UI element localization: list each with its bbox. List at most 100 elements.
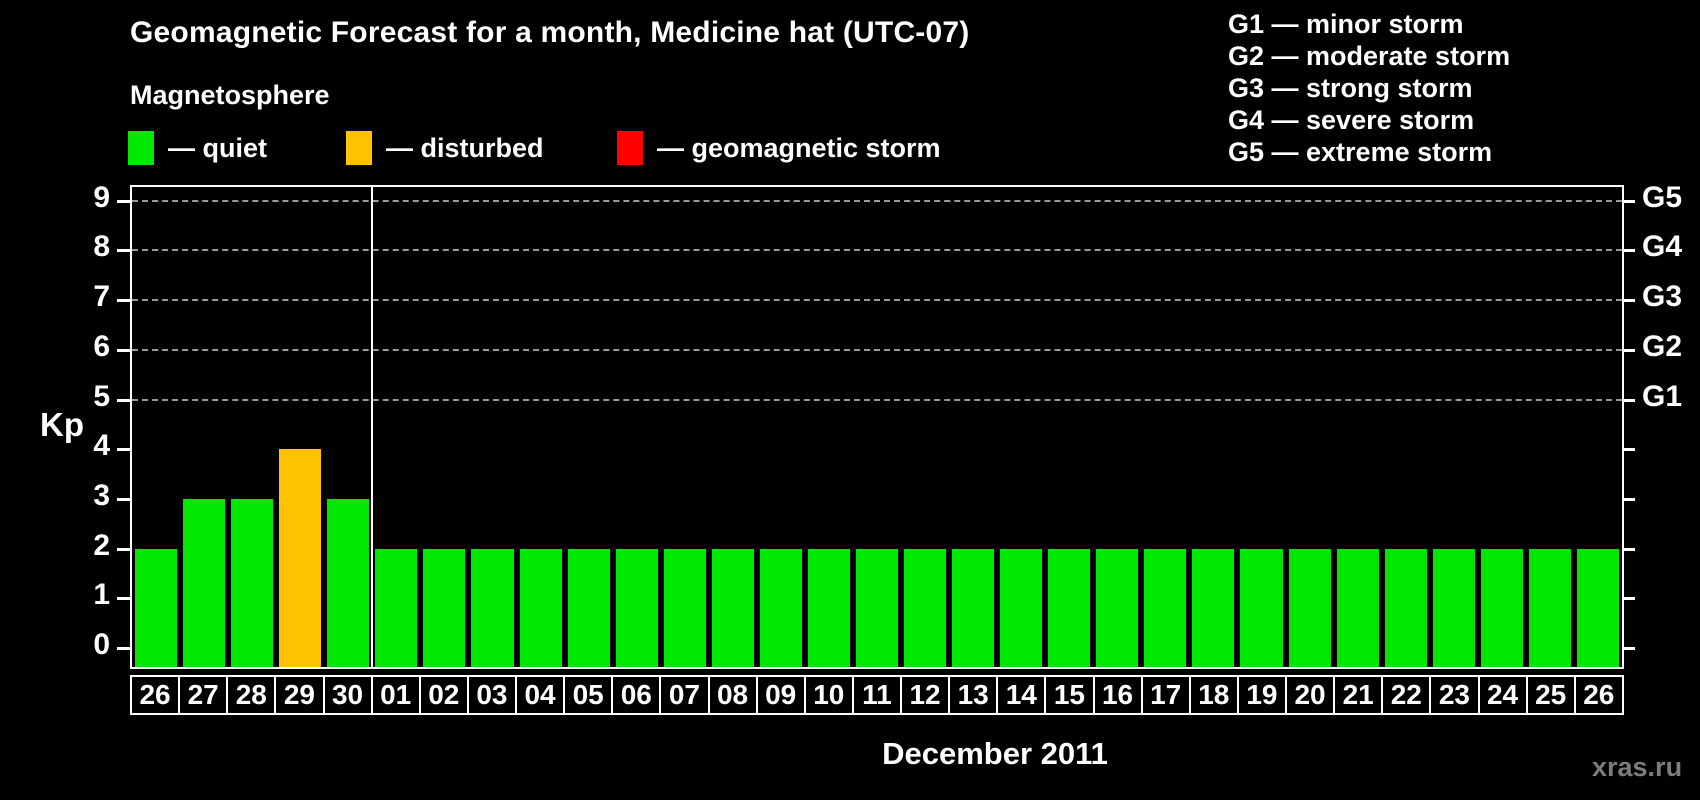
x-axis-day-label-13: 13 (948, 675, 999, 715)
y-tick-right-5 (1622, 398, 1635, 402)
x-axis-day-label-21: 21 (1333, 675, 1384, 715)
bar-day-23 (1432, 548, 1475, 667)
y-tick-right-3 (1622, 497, 1635, 501)
y-axis-label-2: 2 (93, 528, 110, 562)
bar-day-13 (952, 548, 995, 667)
y-axis-title: Kp (40, 406, 84, 443)
y-tick-right-9 (1622, 199, 1635, 203)
storm-scale-item-g1: G1 — minor storm (1228, 9, 1464, 39)
storm-color-swatch (617, 131, 643, 165)
legend-label-storm: — geomagnetic storm (657, 132, 941, 163)
storm-scale-item-g3: G3 — strong storm (1228, 73, 1473, 103)
y-tick-left-0 (117, 647, 130, 650)
magnetosphere-label: Magnetosphere (130, 80, 330, 110)
bar-day-18 (1192, 548, 1235, 667)
y-tick-right-8 (1622, 249, 1635, 253)
disturbed-color-swatch (346, 131, 372, 165)
y-tick-left-1 (117, 597, 130, 601)
y-axis-label-9: 9 (93, 180, 110, 214)
bar-day-25 (1528, 548, 1571, 667)
quiet-color-swatch (128, 131, 154, 165)
x-axis-day-label-20: 20 (1285, 675, 1336, 715)
gridline-kp-5 (132, 398, 1622, 401)
y-axis-label-6: 6 (93, 329, 110, 363)
x-axis-title: December 2011 (882, 736, 1108, 771)
gridline-kp-9 (132, 199, 1622, 202)
x-axis-day-label-06: 06 (611, 675, 662, 715)
storm-scale-legend: G1 — minor storm G2 — moderate storm G3 … (1228, 8, 1510, 168)
legend-label-quiet: — quiet (168, 132, 267, 163)
chart-title: Geomagnetic Forecast for a month, Medici… (130, 16, 970, 49)
bar-day-22 (1384, 548, 1427, 667)
storm-scale-item-g4: G4 — severe storm (1228, 105, 1475, 135)
right-axis-label-g5: G5 (1642, 180, 1683, 214)
legend-item-quiet: — quiet (128, 129, 267, 167)
y-tick-right-7 (1622, 299, 1635, 303)
y-tick-left-6 (117, 348, 130, 352)
bar-day-10 (807, 548, 850, 667)
y-tick-right-2 (1622, 547, 1635, 551)
x-axis-day-label-08: 08 (707, 675, 758, 715)
bar-day-03 (471, 548, 514, 667)
x-axis-day-label-26: 26 (1573, 675, 1624, 715)
bar-day-04 (519, 548, 562, 667)
gridline-kp-6 (132, 348, 1622, 351)
y-axis-label-7: 7 (93, 280, 110, 314)
plot-area: 0 1 2 3 4 5 6 7 8 9 G1 G2 G3 G4 G5 (93, 181, 1682, 669)
x-axis-day-label-26: 26 (130, 675, 181, 715)
y-axis-label-1: 1 (93, 578, 110, 612)
x-axis-day-label-05: 05 (563, 675, 614, 715)
y-tick-right-6 (1622, 348, 1635, 352)
gridline-kp-7 (132, 299, 1622, 302)
y-tick-left-5 (117, 398, 130, 402)
x-axis-day-label-03: 03 (466, 675, 517, 715)
x-axis-day-label-29: 29 (274, 675, 325, 715)
y-axis-label-5: 5 (93, 379, 110, 413)
bar-day-09 (759, 548, 802, 667)
right-axis-label-g4: G4 (1642, 230, 1683, 264)
bar-day-15 (1048, 548, 1091, 667)
bar-day-30 (327, 498, 370, 667)
bar-day-19 (1240, 548, 1283, 667)
bar-day-21 (1336, 548, 1379, 667)
bar-day-26 (135, 548, 178, 667)
x-axis-day-label-09: 09 (755, 675, 806, 715)
legend-label-disturbed: — disturbed (386, 132, 544, 163)
x-axis-day-labels: 26 27 28 29 30 01 02 03 04 05 06 07 08 09 10 11 12 13 14 15… (130, 675, 1624, 715)
y-tick-left-3 (117, 497, 130, 501)
bar-day-24 (1480, 548, 1523, 667)
x-axis-day-label-02: 02 (418, 675, 469, 715)
y-tick-left-7 (117, 299, 130, 303)
y-axis-label-4: 4 (93, 429, 110, 463)
x-axis-day-label-14: 14 (996, 675, 1047, 715)
bar-day-05 (567, 548, 610, 667)
y-tick-left-4 (117, 448, 130, 452)
bar-day-06 (615, 548, 658, 667)
x-axis-day-label-27: 27 (178, 675, 229, 715)
x-axis-day-label-15: 15 (1044, 675, 1095, 715)
legend-item-storm: — geomagnetic storm (617, 129, 941, 167)
bar-day-28 (231, 498, 274, 667)
y-tick-right-4 (1622, 448, 1635, 452)
right-axis-label-g1: G1 (1642, 379, 1683, 413)
bar-day-08 (711, 548, 754, 667)
gridline-kp-8 (132, 249, 1622, 252)
right-axis-label-g2: G2 (1642, 329, 1683, 363)
x-axis-day-label-22: 22 (1381, 675, 1432, 715)
x-axis-day-label-01: 01 (370, 675, 421, 715)
bar-day-29 (279, 449, 322, 667)
y-axis-label-8: 8 (93, 230, 110, 264)
storm-scale-item-g5: G5 — extreme storm (1228, 137, 1493, 167)
x-axis-day-label-30: 30 (322, 675, 373, 715)
x-axis-day-label-24: 24 (1477, 675, 1528, 715)
x-axis-day-label-25: 25 (1525, 675, 1576, 715)
x-axis-day-label-19: 19 (1236, 675, 1287, 715)
bar-day-16 (1096, 548, 1139, 667)
bar-day-27 (183, 498, 226, 667)
x-axis-day-label-04: 04 (515, 675, 566, 715)
x-axis-day-label-12: 12 (900, 675, 951, 715)
bar-day-26 (1576, 548, 1619, 667)
bar-day-02 (423, 548, 466, 667)
x-axis-day-label-17: 17 (1140, 675, 1191, 715)
